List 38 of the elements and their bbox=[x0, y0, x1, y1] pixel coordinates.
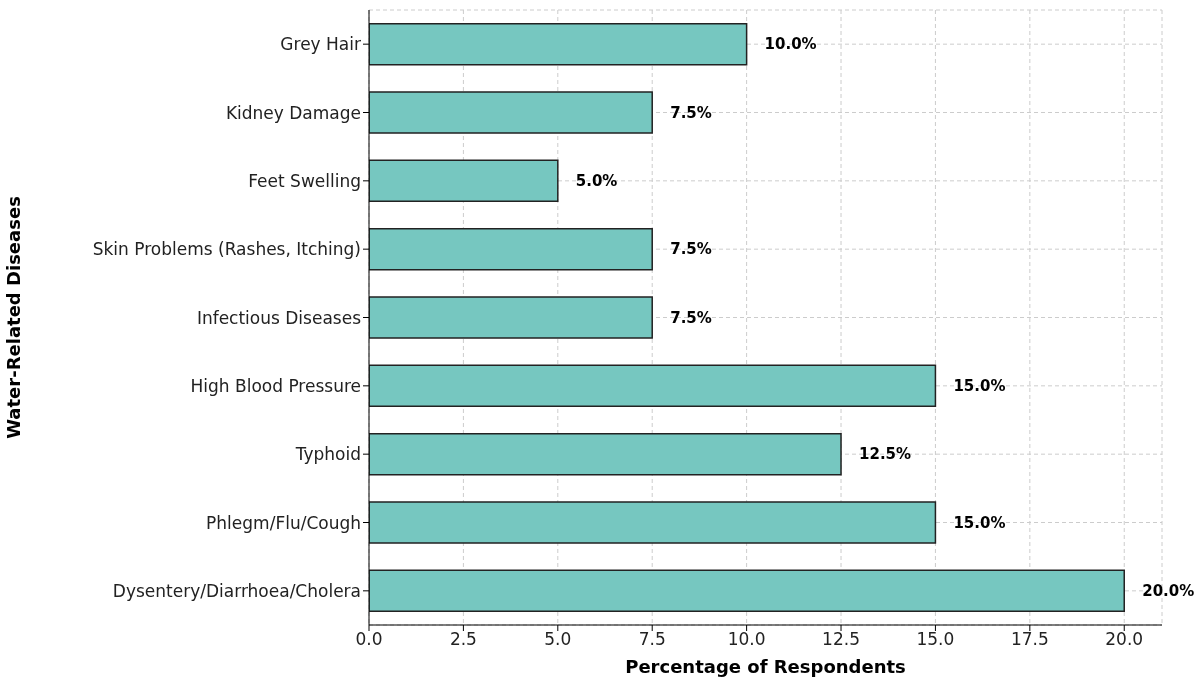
data-label: 20.0% bbox=[1142, 582, 1195, 601]
data-label: 7.5% bbox=[670, 308, 712, 327]
x-axis-title: Percentage of Respondents bbox=[625, 656, 906, 677]
x-tick-label: 5.0 bbox=[544, 629, 572, 650]
x-tick-label: 17.5 bbox=[1010, 629, 1049, 650]
x-tick-label: 12.5 bbox=[822, 629, 860, 650]
x-tick-label: 0.0 bbox=[355, 629, 383, 650]
data-label: 7.5% bbox=[670, 240, 712, 259]
data-label: 5.0% bbox=[575, 172, 618, 191]
data-label: 12.5% bbox=[859, 445, 912, 464]
y-tick-label: High Blood Pressure bbox=[190, 375, 361, 396]
bar bbox=[369, 159, 559, 203]
bar bbox=[369, 227, 653, 271]
bar bbox=[369, 364, 937, 408]
bar bbox=[369, 22, 748, 66]
y-tick-label: Feet Swelling bbox=[248, 170, 361, 191]
data-label: 7.5% bbox=[670, 103, 712, 122]
y-tick-label: Infectious Diseases bbox=[196, 307, 362, 328]
y-tick-label: Typhoid bbox=[294, 444, 361, 465]
data-label: 15.0% bbox=[953, 377, 1006, 396]
y-tick-label: Kidney Damage bbox=[225, 102, 361, 123]
x-tick-label: 7.5 bbox=[638, 629, 666, 650]
data-label: 10.0% bbox=[764, 35, 817, 54]
bar bbox=[369, 91, 653, 134]
y-tick-label: Skin Problems (Rashes, Itching) bbox=[92, 239, 361, 260]
x-tick-label: 15.0 bbox=[916, 629, 955, 650]
bar bbox=[369, 501, 937, 544]
y-axis-title: Water-Related Diseases bbox=[3, 196, 25, 439]
bar bbox=[369, 296, 653, 339]
y-tick-label: Grey Hair bbox=[280, 34, 361, 55]
x-tick-label: 10.0 bbox=[727, 629, 766, 650]
x-tick-label: 20.0 bbox=[1105, 629, 1144, 650]
data-label: 15.0% bbox=[953, 513, 1006, 532]
bar bbox=[369, 569, 1125, 613]
x-tick-label: 2.5 bbox=[449, 629, 477, 650]
y-tick-label: Phlegm/Flu/Cough bbox=[206, 512, 361, 533]
bar bbox=[369, 432, 842, 476]
y-tick-label: Dysentery/Diarrhoea/Cholera bbox=[112, 580, 361, 601]
